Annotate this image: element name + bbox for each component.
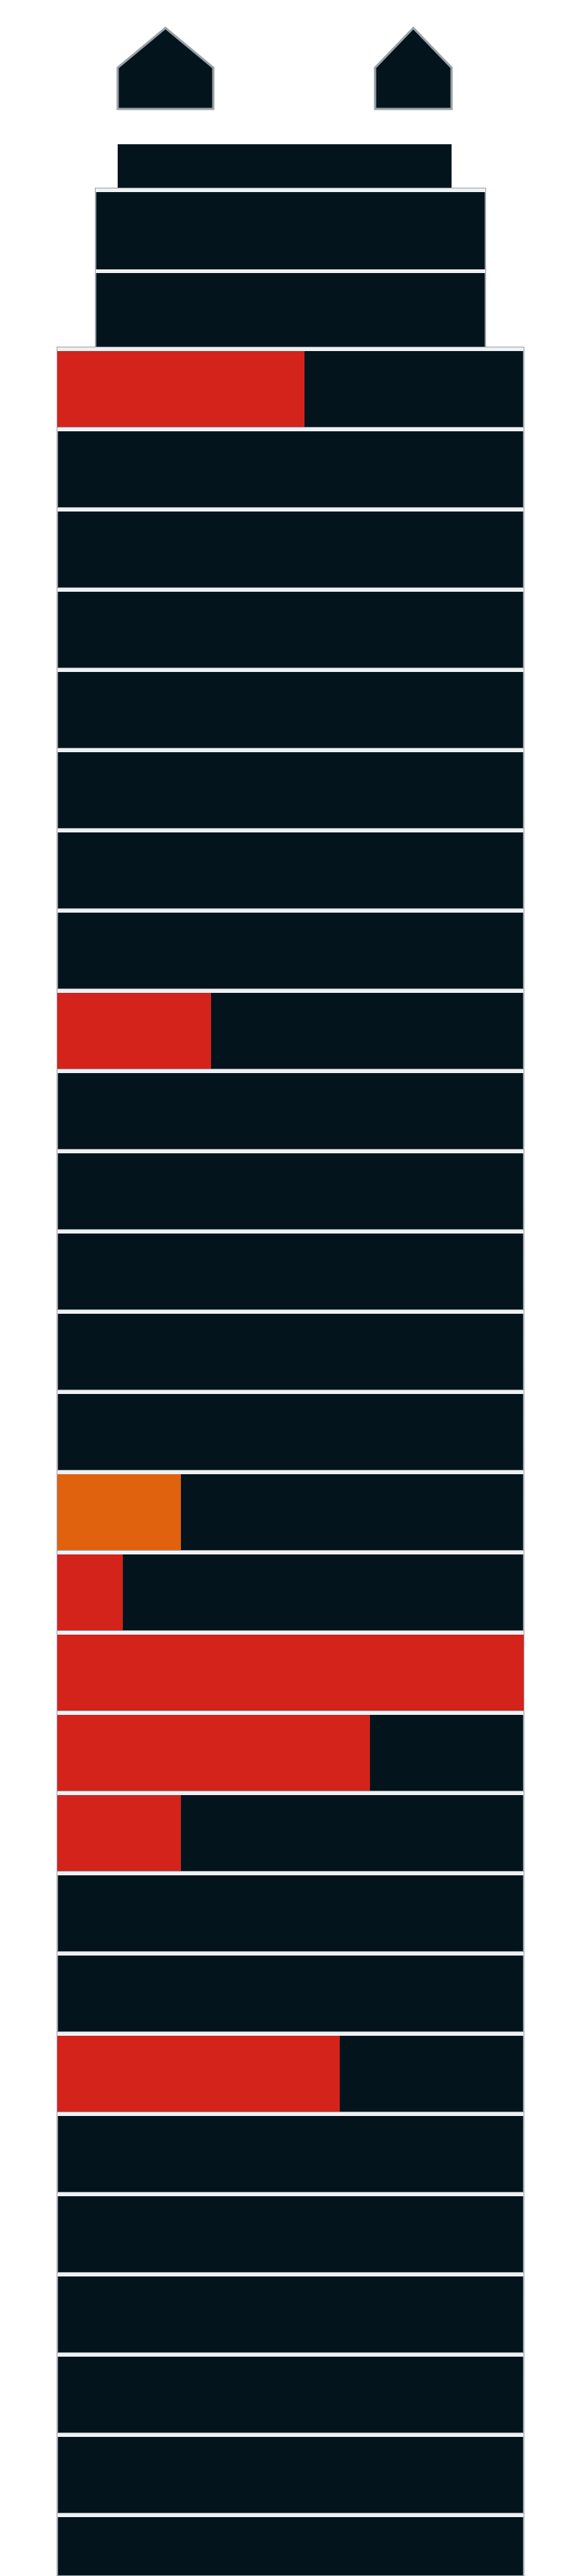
floor-separator xyxy=(57,2513,524,2517)
floor-separator xyxy=(57,1952,524,1956)
floor-separator xyxy=(57,1551,524,1554)
floor xyxy=(57,748,524,829)
right-spire xyxy=(374,26,453,110)
floor-separator xyxy=(57,1390,524,1394)
floor-fill-bar xyxy=(57,1635,524,1711)
floor-separator xyxy=(57,2193,524,2196)
floor-separator xyxy=(57,2273,524,2276)
floor-fill-bar xyxy=(57,1795,181,1872)
spire-connector xyxy=(118,144,452,188)
floor xyxy=(57,1229,524,1311)
floor xyxy=(57,2352,524,2434)
floor-fill-bar xyxy=(57,1554,123,1631)
floor xyxy=(57,2272,524,2354)
floor-separator xyxy=(57,428,524,431)
floor xyxy=(57,1149,524,1231)
floor xyxy=(57,2112,524,2193)
floor-separator xyxy=(57,1631,524,1635)
floor-separator xyxy=(57,1791,524,1795)
floor-separator xyxy=(57,909,524,913)
floor xyxy=(57,507,524,589)
floor-separator xyxy=(57,989,524,993)
floor-separator xyxy=(57,1069,524,1073)
floor xyxy=(57,1550,524,1632)
floor-separator xyxy=(57,749,524,752)
floor-separator xyxy=(57,1471,524,1474)
floor-separator xyxy=(57,1150,524,1153)
floor xyxy=(57,828,524,910)
floor xyxy=(57,587,524,669)
floor xyxy=(57,1951,524,2033)
floor xyxy=(57,668,524,749)
floor-fill-bar xyxy=(57,993,211,1069)
floor-separator xyxy=(57,2032,524,2036)
floor-fill-bar xyxy=(57,2036,340,2112)
tower-floors xyxy=(57,347,524,2576)
floor xyxy=(57,1390,524,1471)
floor-separator xyxy=(57,1310,524,1314)
floor-separator xyxy=(57,347,524,351)
floor-separator xyxy=(57,1230,524,1234)
floor-fill-bar xyxy=(57,351,304,428)
floor-separator xyxy=(57,2112,524,2116)
upper-separator xyxy=(96,188,485,192)
tower-top xyxy=(95,26,486,351)
floor xyxy=(57,2513,524,2576)
floor-separator xyxy=(57,829,524,832)
floor-separator xyxy=(57,668,524,672)
floor-separator xyxy=(57,1711,524,1715)
left-spire xyxy=(116,26,215,110)
floor-separator xyxy=(57,1872,524,1875)
floor xyxy=(57,2192,524,2274)
floor xyxy=(57,1069,524,1150)
floor-fill-bar xyxy=(57,1715,370,1791)
floor xyxy=(57,908,524,990)
floor-separator xyxy=(57,588,524,592)
floor xyxy=(57,1871,524,1953)
floor xyxy=(57,1309,524,1391)
floor-separator xyxy=(57,2433,524,2437)
floor-separator xyxy=(57,508,524,512)
floor-separator xyxy=(57,2353,524,2357)
floor xyxy=(57,427,524,509)
floor-fill-bar xyxy=(57,1474,181,1551)
upper-separator xyxy=(96,269,485,273)
floor xyxy=(57,2432,524,2514)
